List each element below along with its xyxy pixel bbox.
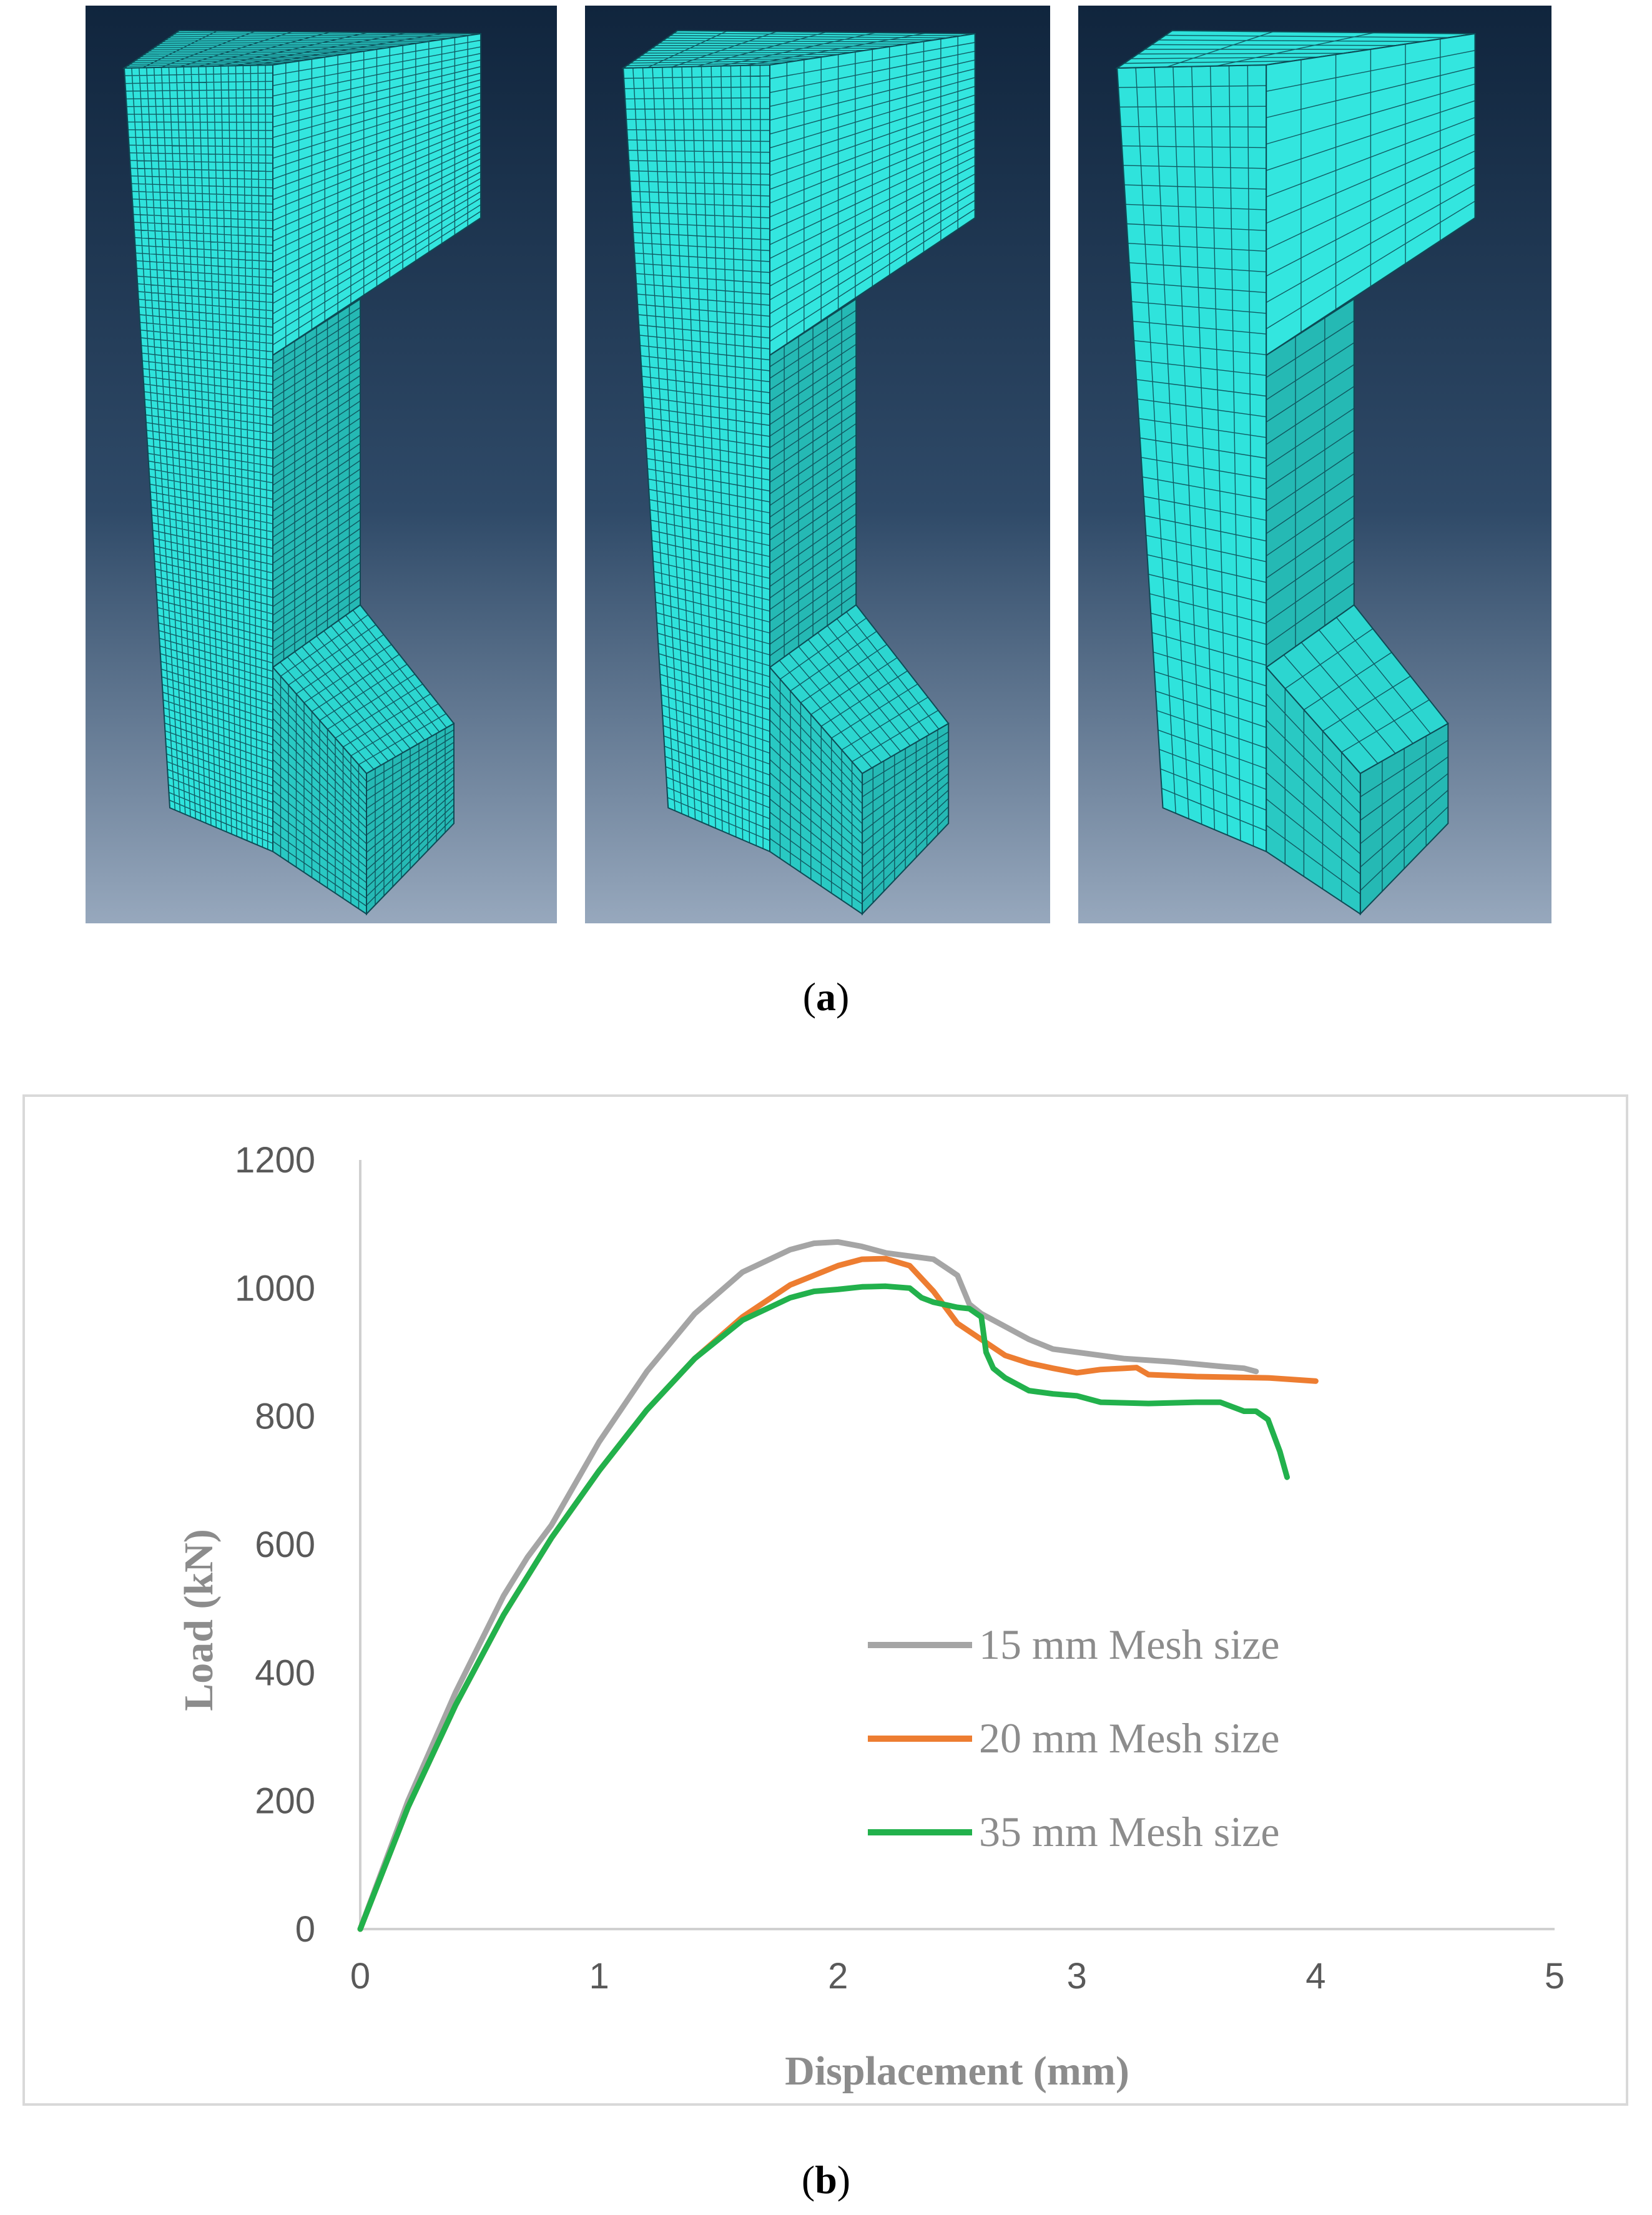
x-tick-label: 4	[1305, 1956, 1325, 1996]
y-tick-label: 1200	[235, 1140, 315, 1181]
x-tick-label: 3	[1067, 1956, 1087, 1996]
fine-mesh-image	[86, 6, 557, 923]
caption-b: (b)	[801, 2158, 851, 2202]
x-axis-label: Displacement (mm)	[785, 2048, 1129, 2094]
fine-mesh-panel	[86, 6, 557, 923]
x-tick-label: 2	[828, 1956, 848, 1996]
legend-label-2: 20 mm Mesh size	[979, 1714, 1280, 1762]
chart-frame: 0 200 400 600 800 1000 1200 0 1 2 3 4 5 15 mm Mesh …	[22, 1094, 1628, 2106]
y-tick-label: 200	[255, 1781, 315, 1822]
y-axis-label: Load (kN)	[176, 1529, 222, 1711]
y-tick-label: 800	[255, 1397, 315, 1437]
coarse-mesh-panel	[1078, 6, 1551, 923]
caption-b-letter: b	[815, 2158, 837, 2202]
coarse-mesh-image	[1078, 6, 1551, 923]
axes	[359, 1160, 1555, 1930]
series-lines	[357, 1239, 1319, 1932]
y-tick-labels: 0 200 400 600 800 1000 1200	[235, 1140, 315, 1950]
x-tick-labels: 0 1 2 3 4 5	[350, 1956, 1565, 1996]
x-tick-label: 0	[350, 1956, 370, 1996]
legend-label-1: 15 mm Mesh size	[979, 1621, 1280, 1668]
x-tick-label: 1	[589, 1956, 609, 1996]
x-tick-label: 5	[1545, 1956, 1565, 1996]
legend-label-3: 35 mm Mesh size	[979, 1808, 1280, 1855]
y-tick-label: 600	[255, 1525, 315, 1565]
medium-mesh-image	[585, 6, 1050, 923]
y-tick-label: 400	[255, 1653, 315, 1693]
legend: 15 mm Mesh size 20 mm Mesh size 35 mm Mesh…	[868, 1621, 1280, 1855]
load-displacement-chart: 0 200 400 600 800 1000 1200 0 1 2 3 4 5 15 mm Mesh …	[176, 1140, 1565, 2094]
series-line-3	[357, 1283, 1290, 1932]
y-tick-label: 0	[295, 1909, 315, 1950]
caption-a-letter: a	[816, 975, 836, 1019]
y-tick-label: 1000	[235, 1268, 315, 1309]
caption-a: (a)	[802, 975, 850, 1019]
series-line-1	[357, 1239, 1259, 1932]
medium-mesh-panel	[585, 6, 1050, 923]
